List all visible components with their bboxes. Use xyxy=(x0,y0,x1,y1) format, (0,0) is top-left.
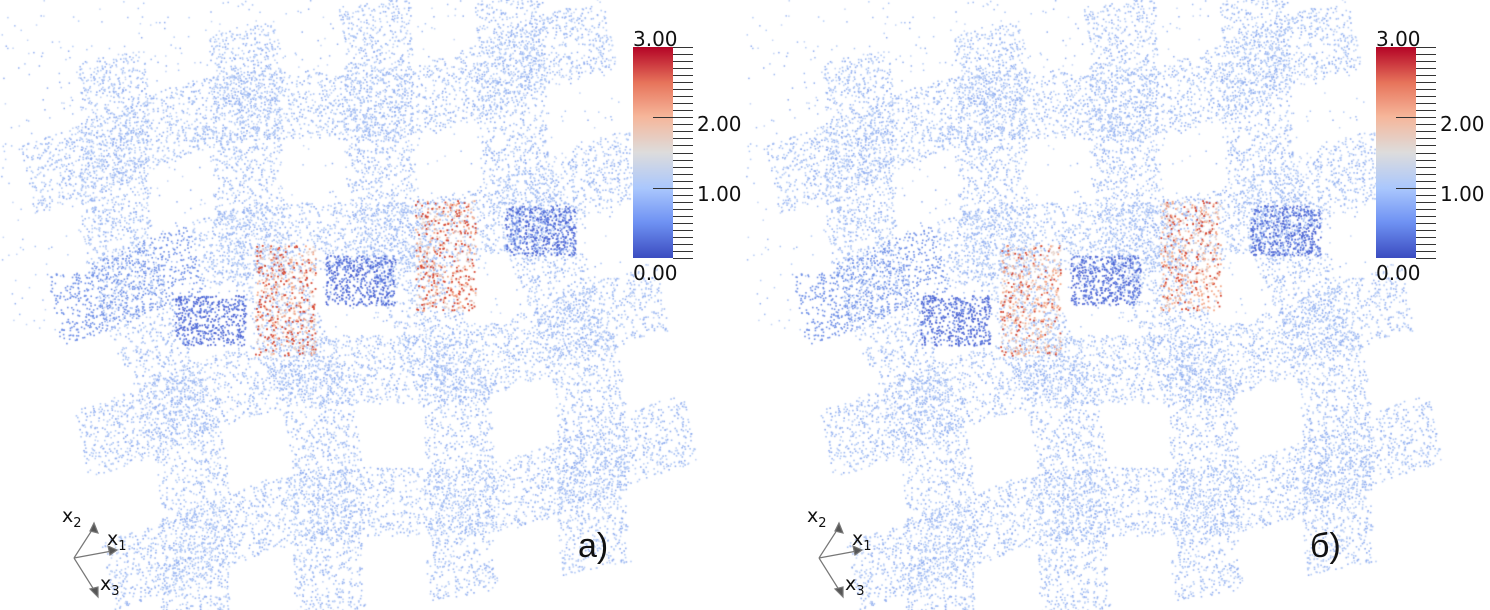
panel-label: а) xyxy=(578,527,609,565)
colorbar-tick xyxy=(673,110,693,112)
colorbar-tick xyxy=(1416,89,1436,91)
axes-triad-icon xyxy=(73,521,119,599)
colorbar-tick xyxy=(673,68,693,70)
colorbar-tick xyxy=(673,145,693,147)
colorbar-tick xyxy=(1416,258,1436,259)
colorbar-tick xyxy=(673,166,693,168)
colorbar-1-label: 1.00 xyxy=(1440,182,1485,206)
colorbar-tick xyxy=(673,96,693,98)
axis-x3-label: x3 xyxy=(845,573,865,599)
colorbar-tick xyxy=(673,54,693,56)
colorbar-tick xyxy=(1416,47,1436,48)
colorbar-tick xyxy=(1416,166,1436,168)
axis-x1-label: x1 xyxy=(107,528,127,554)
colorbar-tick xyxy=(673,236,693,238)
colorbar-tick xyxy=(1416,180,1436,182)
colorbar-tick xyxy=(673,208,693,210)
colorbar-tick xyxy=(1416,110,1436,112)
colorbar-tick xyxy=(673,131,693,133)
colorbar-1-label: 1.00 xyxy=(697,182,742,206)
colorbar-tick xyxy=(673,250,693,252)
colorbar-b xyxy=(1376,47,1416,258)
colorbar-tick xyxy=(1416,159,1436,161)
colorbar-tick xyxy=(673,61,693,63)
colorbar-tick xyxy=(1416,145,1436,147)
colorbar-tick xyxy=(673,180,693,182)
colorbar-max-label: 3.00 xyxy=(1376,27,1421,51)
colorbar-tick xyxy=(673,75,693,77)
colorbar-tick xyxy=(1396,117,1436,119)
axes-triad-icon xyxy=(818,521,864,599)
colorbar-ticks-a xyxy=(653,47,693,259)
colorbar-tick xyxy=(1416,243,1436,245)
colorbar-tick xyxy=(673,103,693,105)
colorbar-tick xyxy=(1416,201,1436,203)
colorbar-tick xyxy=(673,159,693,161)
colorbar-tick xyxy=(1416,68,1436,70)
colorbar-tick xyxy=(1396,187,1436,189)
colorbar-tick xyxy=(1416,138,1436,140)
point-cloud-b xyxy=(745,0,1490,610)
axis-x2-label: x2 xyxy=(62,505,82,531)
colorbar-a xyxy=(633,47,673,258)
colorbar-tick xyxy=(673,89,693,91)
colorbar-tick xyxy=(673,194,693,196)
colorbar-tick xyxy=(673,229,693,231)
colorbar-tick xyxy=(1416,152,1436,154)
colorbar-tick xyxy=(1416,124,1436,126)
colorbar-tick xyxy=(1416,250,1436,252)
colorbar-tick xyxy=(1416,103,1436,105)
colorbar-tick xyxy=(1416,61,1436,63)
colorbar-tick xyxy=(1416,131,1436,133)
colorbar-tick xyxy=(653,187,693,189)
colorbar-tick xyxy=(1416,96,1436,98)
colorbar-tick xyxy=(653,117,693,119)
colorbar-max-label: 3.00 xyxy=(633,27,678,51)
axis-x3-label: x3 xyxy=(100,573,120,599)
colorbar-tick xyxy=(673,173,693,175)
colorbar-tick xyxy=(673,201,693,203)
panel-label: б) xyxy=(1310,527,1341,565)
colorbar-2-label: 2.00 xyxy=(1440,112,1485,136)
axis-x1-label: x1 xyxy=(852,528,872,554)
colorbar-tick xyxy=(673,243,693,245)
colorbar-tick xyxy=(1416,229,1436,231)
colorbar-tick xyxy=(1416,194,1436,196)
colorbar-2-label: 2.00 xyxy=(697,112,742,136)
colorbar-tick xyxy=(673,124,693,126)
colorbar-tick xyxy=(673,138,693,140)
colorbar-tick xyxy=(673,82,693,84)
colorbar-tick xyxy=(1416,222,1436,224)
colorbar-tick xyxy=(1416,82,1436,84)
colorbar-tick xyxy=(1416,215,1436,217)
colorbar-tick xyxy=(1416,208,1436,210)
colorbar-min-label: 0.00 xyxy=(633,261,678,285)
panel-a: 3.00 2.00 1.00 0.00 а) x2 x1 x3 xyxy=(0,0,745,610)
point-cloud-a xyxy=(0,0,745,610)
colorbar-tick xyxy=(1416,173,1436,175)
panel-b: 3.00 2.00 1.00 0.00 б) x2 x1 x3 xyxy=(745,0,1490,610)
colorbar-tick xyxy=(1416,54,1436,56)
colorbar-tick xyxy=(673,152,693,154)
colorbar-ticks-b xyxy=(1396,47,1436,259)
colorbar-tick xyxy=(673,222,693,224)
colorbar-tick xyxy=(673,215,693,217)
axis-x2-label: x2 xyxy=(807,505,827,531)
colorbar-min-label: 0.00 xyxy=(1376,261,1421,285)
colorbar-tick xyxy=(673,258,693,259)
colorbar-tick xyxy=(1416,75,1436,77)
colorbar-tick xyxy=(673,47,693,48)
colorbar-tick xyxy=(1416,236,1436,238)
